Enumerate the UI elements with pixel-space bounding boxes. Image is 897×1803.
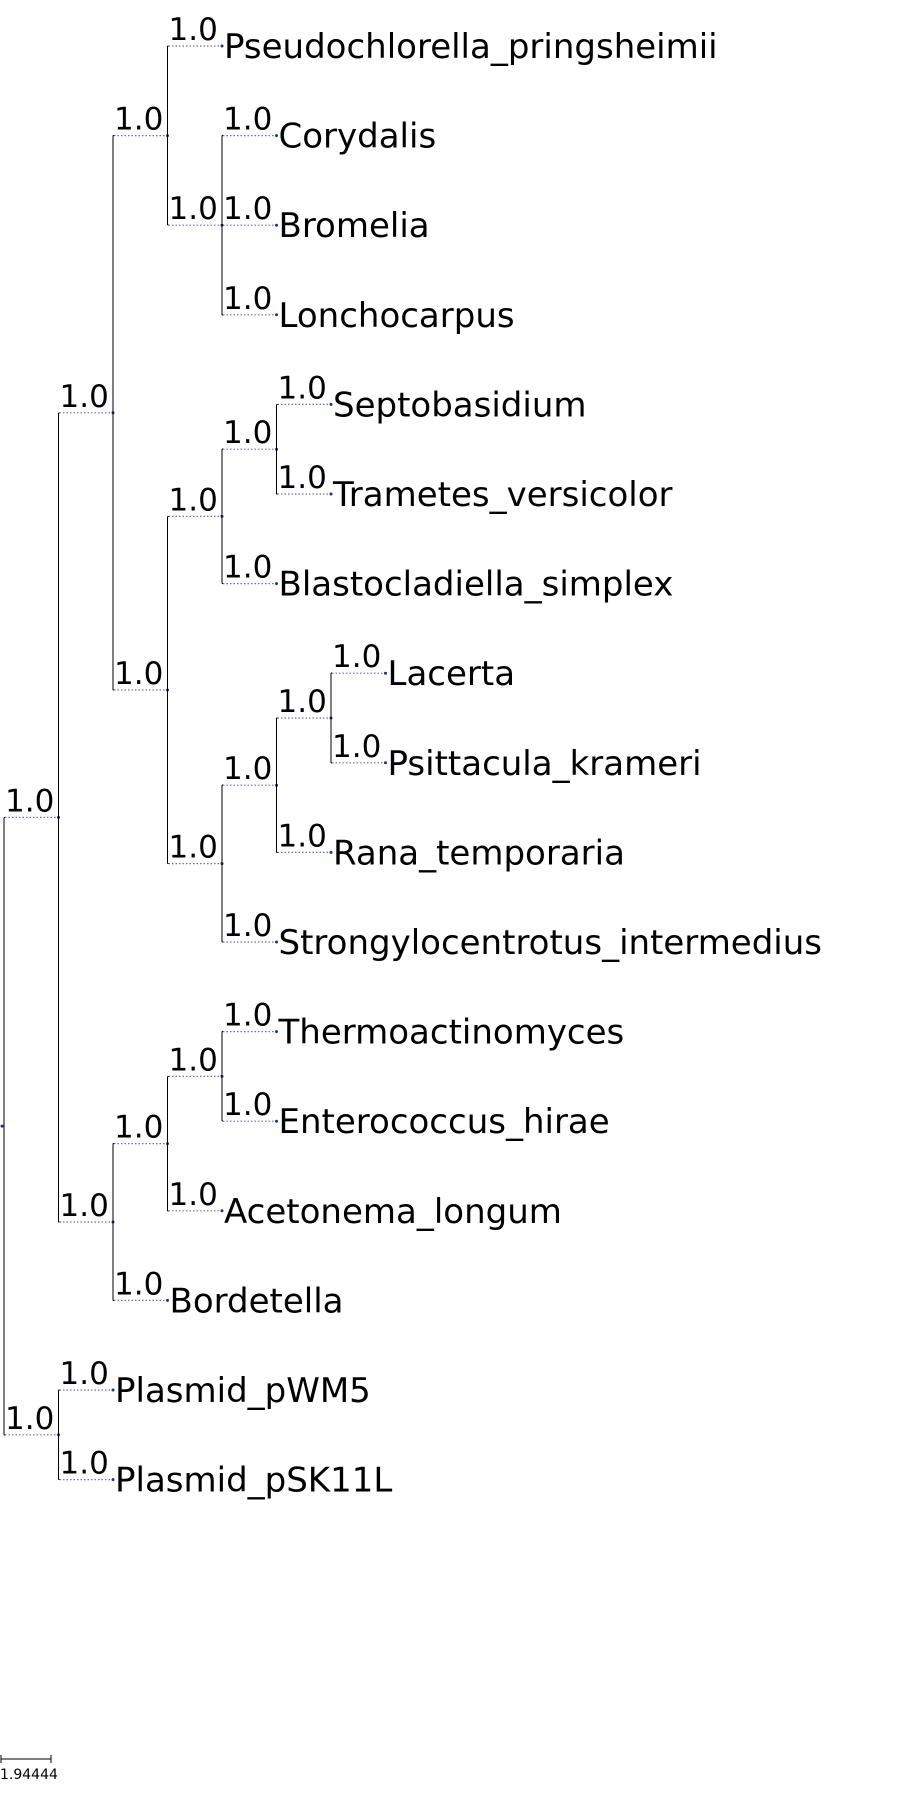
support-value: 1.0 bbox=[60, 1446, 109, 1482]
support-value: 1.0 bbox=[278, 460, 327, 496]
node-dot bbox=[329, 402, 333, 406]
support-value: 1.0 bbox=[60, 1356, 109, 1392]
node-dot bbox=[275, 134, 278, 138]
leaf-label-rana-temporaria: Rana_temporaria bbox=[333, 833, 625, 873]
node-dot bbox=[275, 313, 278, 317]
support-value: 1.0 bbox=[60, 379, 109, 415]
node-dot bbox=[111, 1388, 115, 1392]
tree-branches bbox=[0, 44, 387, 1482]
leaf-label-bordetella: Bordetella bbox=[170, 1281, 344, 1321]
support-value: 1.0 bbox=[114, 1266, 163, 1302]
support-value: 1.0 bbox=[169, 830, 218, 866]
support-value: 1.0 bbox=[223, 550, 272, 586]
tree-labels: 1.01.01.01.0 Pseudochlorella_pringsheimii… bbox=[5, 12, 822, 1501]
node-dot bbox=[275, 940, 278, 944]
node-dot bbox=[220, 44, 224, 48]
node-dot bbox=[275, 582, 278, 586]
support-value: 1.0 bbox=[169, 12, 218, 48]
support-value: 1.0 bbox=[5, 783, 54, 819]
leaf-label-blastocladiella-simplex: Blastocladiella_simplex bbox=[279, 565, 674, 605]
support-value: 1.0 bbox=[223, 281, 272, 317]
leaf-label-bromelia: Bromelia bbox=[279, 206, 430, 246]
support-value: 1.0 bbox=[169, 482, 218, 518]
leaf-label-trametes-versicolor: Trametes_versicolor bbox=[332, 475, 673, 515]
scale-bar-label: 1.94444 bbox=[0, 1767, 58, 1783]
support-value: 1.0 bbox=[114, 102, 163, 138]
support-value: 1.0 bbox=[332, 729, 381, 765]
support-value: 1.0 bbox=[223, 191, 272, 227]
leaf-label-plasmid-pwm5: Plasmid_pWM5 bbox=[115, 1371, 371, 1411]
node-dot bbox=[166, 1298, 169, 1302]
leaf-label-corydalis: Corydalis bbox=[279, 117, 437, 157]
support-value: 1.0 bbox=[5, 1401, 54, 1437]
root-node-dot bbox=[0, 1124, 4, 1128]
node-dot bbox=[275, 223, 278, 227]
support-value: 1.0 bbox=[223, 415, 272, 451]
leaf-label-lacerta: Lacerta bbox=[388, 654, 516, 694]
node-dot bbox=[275, 1030, 278, 1034]
support-value: 1.0 bbox=[223, 102, 272, 138]
support-value: 1.0 bbox=[278, 818, 327, 854]
support-value: 1.0 bbox=[223, 1087, 272, 1123]
node-dot bbox=[220, 1209, 224, 1213]
support-value: 1.0 bbox=[223, 908, 272, 944]
support-value: 1.0 bbox=[169, 1177, 218, 1213]
node-dot bbox=[384, 761, 387, 765]
leaf-label-pseudochlorella-pringsheimii: Pseudochlorella_pringsheimii bbox=[224, 27, 718, 67]
support-value: 1.0 bbox=[60, 1188, 109, 1224]
leaf-label-plasmid-psk11l: Plasmid_pSK11L bbox=[115, 1461, 392, 1501]
leaf-label-strongylocentrotus-intermedius: Strongylocentrotus_intermedius bbox=[279, 923, 823, 963]
leaf-label-thermoactinomyces: Thermoactinomyces bbox=[278, 1013, 625, 1053]
node-dot bbox=[275, 1119, 278, 1123]
leaf-label-septobasidium: Septobasidium bbox=[333, 385, 587, 425]
leaf-label-acetonema-longum: Acetonema_longum bbox=[224, 1192, 562, 1232]
node-dot bbox=[329, 492, 333, 496]
node-dot bbox=[329, 850, 333, 854]
support-value: 1.0 bbox=[223, 998, 272, 1034]
support-value: 1.0 bbox=[114, 1110, 163, 1146]
support-value: 1.0 bbox=[278, 684, 327, 720]
support-value: 1.0 bbox=[169, 191, 218, 227]
support-value: 1.0 bbox=[114, 656, 163, 692]
leaf-label-lonchocarpus: Lonchocarpus bbox=[279, 296, 515, 336]
node-dot bbox=[111, 1478, 115, 1482]
support-value: 1.0 bbox=[223, 751, 272, 787]
scale-bar: 1.94444 bbox=[0, 1755, 58, 1783]
support-value: 1.0 bbox=[332, 639, 381, 675]
support-value: 1.0 bbox=[169, 1042, 218, 1078]
leaf-label-enterococcus-hirae: Enterococcus_hirae bbox=[279, 1102, 610, 1142]
node-dot bbox=[384, 671, 387, 675]
leaf-label-psittacula-krameri: Psittacula_krameri bbox=[388, 744, 702, 784]
support-value: 1.0 bbox=[278, 370, 327, 406]
